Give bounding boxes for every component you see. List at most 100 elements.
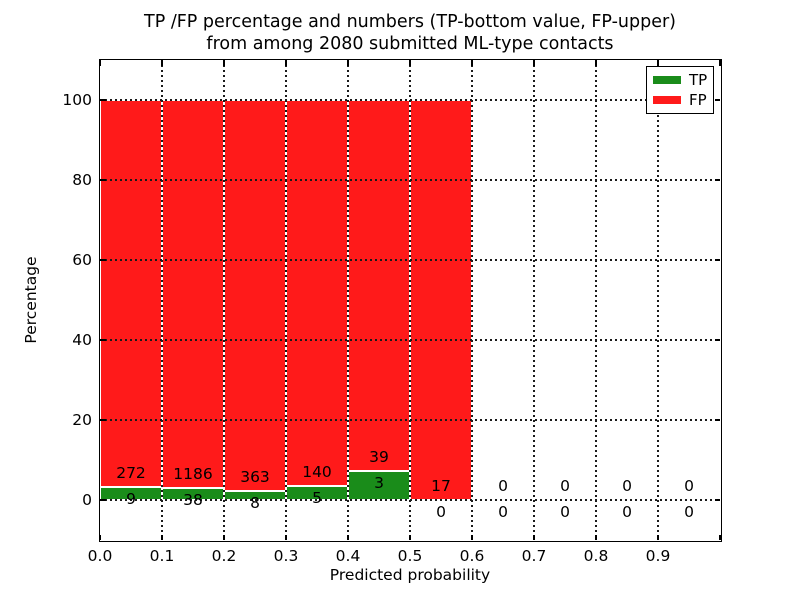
x-tick-mark [285, 534, 287, 540]
tp-count-label: 0 [436, 503, 446, 521]
x-tick-mark-top [347, 60, 349, 66]
fp-count-label: 0 [498, 477, 508, 495]
x-tick-mark-top [719, 60, 721, 66]
chart-title: TP /FP percentage and numbers (TP-bottom… [100, 11, 720, 55]
x-tick-label: 0.7 [521, 547, 547, 565]
bar-segment-tp [348, 471, 410, 500]
x-tick-mark [223, 534, 225, 540]
legend: TP FP [646, 66, 714, 114]
gridline-vertical [657, 60, 659, 540]
y-tick-mark-right [714, 259, 720, 261]
bar-segment-fp [162, 100, 224, 488]
x-tick-mark [409, 534, 411, 540]
tp-count-label: 0 [684, 503, 694, 521]
x-tick-label: 0.4 [335, 547, 361, 565]
x-tick-label: 0.9 [645, 547, 671, 565]
legend-label-fp: FP [689, 90, 707, 109]
gridline-horizontal [100, 499, 720, 501]
tp-count-label: 8 [250, 494, 260, 513]
gridline-vertical [223, 60, 225, 540]
legend-label-tp: TP [689, 70, 708, 89]
tp-swatch-icon [653, 75, 681, 85]
chart-title-line2: from among 2080 submitted ML-type contac… [206, 34, 614, 54]
y-tick-label: 0 [82, 490, 92, 509]
y-tick-mark [100, 419, 106, 421]
gridline-horizontal [100, 419, 720, 421]
gridline-horizontal [100, 339, 720, 341]
fp-count-label: 0 [560, 477, 570, 495]
y-axis-label: Percentage [22, 256, 40, 344]
x-tick-mark [161, 534, 163, 540]
x-tick-mark-top [657, 60, 659, 66]
gridline-vertical [347, 60, 349, 540]
tp-count-label: 0 [498, 503, 508, 521]
gridline-vertical [595, 60, 597, 540]
bar-segment-fp [100, 100, 162, 488]
x-tick-mark-top [409, 60, 411, 66]
y-tick-mark [100, 259, 106, 261]
y-tick-mark-right [714, 99, 720, 101]
gridline-vertical [285, 60, 287, 540]
x-tick-mark [595, 534, 597, 540]
tp-count-label: 9 [126, 490, 136, 509]
x-tick-mark [533, 534, 535, 540]
gridline-vertical [161, 60, 163, 540]
y-tick-mark [100, 179, 106, 181]
x-tick-mark-top [161, 60, 163, 66]
x-tick-label: 0.5 [397, 547, 423, 565]
x-tick-mark-top [99, 60, 101, 66]
gridline-horizontal [100, 179, 720, 181]
tp-count-label: 5 [312, 489, 322, 508]
gridline-vertical [409, 60, 411, 540]
fp-swatch-icon [653, 95, 681, 105]
fp-count-label: 0 [622, 477, 632, 495]
gridline-horizontal [100, 259, 720, 261]
x-tick-label: 0.1 [149, 547, 175, 565]
x-tick-label: 0.3 [273, 547, 299, 565]
tp-count-label: 3 [374, 474, 384, 493]
fp-count-label: 140 [302, 463, 332, 482]
x-tick-mark [719, 534, 721, 540]
fp-count-label: 363 [240, 468, 270, 487]
y-tick-mark [100, 499, 106, 501]
chart-title-line1: TP /FP percentage and numbers (TP-bottom… [144, 12, 676, 32]
x-tick-mark-top [533, 60, 535, 66]
y-tick-label: 100 [62, 90, 92, 109]
bar-segment-fp [410, 100, 472, 500]
y-tick-mark-right [714, 339, 720, 341]
x-tick-mark [347, 534, 349, 540]
x-tick-label: 0.0 [87, 547, 113, 565]
legend-entry-fp: FP [653, 90, 713, 109]
x-tick-mark [99, 534, 101, 540]
x-tick-mark-top [595, 60, 597, 66]
tp-count-label: 0 [560, 503, 570, 521]
tp-count-label: 38 [183, 490, 203, 509]
x-axis-label: Predicted probability [329, 566, 491, 584]
x-tick-mark [657, 534, 659, 540]
bar-segment-fp [348, 100, 410, 472]
y-tick-mark [100, 339, 106, 341]
y-tick-label: 60 [72, 250, 92, 269]
bar-segment-fp [286, 100, 348, 487]
legend-entry-tp: TP [653, 70, 713, 89]
x-tick-mark-top [471, 60, 473, 66]
gridline-horizontal [100, 99, 720, 101]
x-tick-label: 0.2 [211, 547, 237, 565]
y-tick-mark-right [714, 179, 720, 181]
gridline-vertical [533, 60, 535, 540]
x-tick-mark-top [223, 60, 225, 66]
x-tick-label: 0.8 [583, 547, 609, 565]
x-tick-mark-top [285, 60, 287, 66]
fp-count-label: 39 [369, 448, 389, 467]
fp-count-label: 272 [116, 464, 146, 483]
fp-count-label: 1186 [173, 464, 213, 483]
tp-count-label: 0 [622, 503, 632, 521]
bar-segment-fp [224, 100, 286, 492]
y-tick-label: 20 [72, 410, 92, 429]
y-tick-mark-right [714, 419, 720, 421]
y-tick-mark-right [714, 499, 720, 501]
y-tick-label: 80 [72, 170, 92, 189]
y-tick-label: 40 [72, 330, 92, 349]
y-tick-mark [100, 99, 106, 101]
